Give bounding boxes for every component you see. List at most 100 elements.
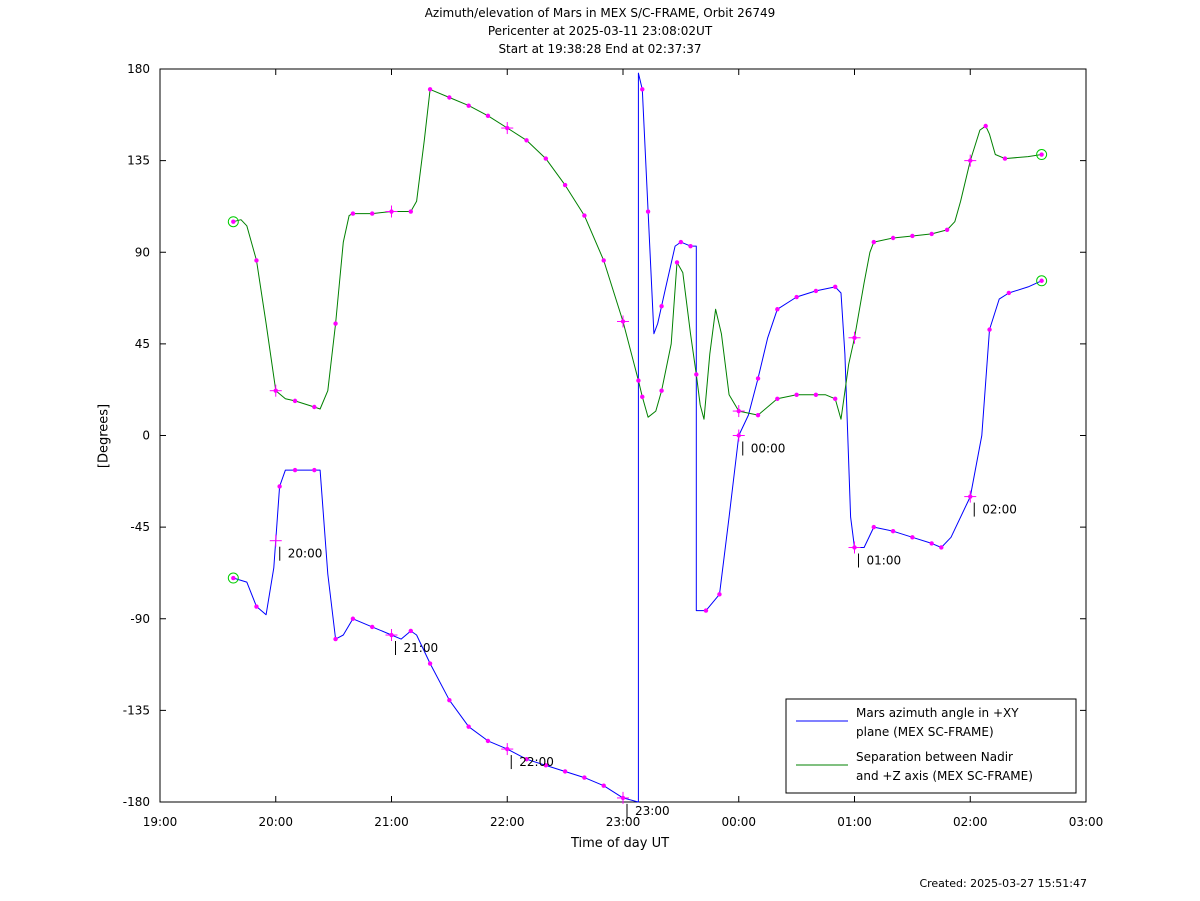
x-tick-label: 03:00 — [1069, 815, 1104, 829]
data-point-marker — [408, 209, 413, 214]
hour-label: 01:00 — [867, 553, 902, 567]
data-point-marker — [370, 624, 375, 630]
data-point-marker — [929, 541, 934, 546]
data-point-marker — [254, 258, 259, 263]
data-point-marker — [755, 412, 761, 418]
data-point-marker — [485, 738, 491, 744]
data-point-marker — [582, 213, 587, 218]
separation-series-line — [233, 88, 1042, 420]
data-point-marker — [408, 628, 413, 634]
endpoint-circle-marker — [227, 572, 239, 584]
data-point-marker — [333, 636, 338, 642]
endpoint-circle-marker — [227, 216, 239, 228]
data-point-marker — [447, 95, 452, 100]
data-point-marker — [645, 209, 651, 214]
data-point-marker — [678, 239, 684, 245]
data-point-marker — [833, 396, 838, 402]
data-point-marker — [1039, 152, 1044, 157]
legend-label-azimuth: plane (MEX SC-FRAME) — [856, 725, 994, 739]
data-point-marker — [640, 394, 645, 400]
data-point-marker — [1039, 278, 1044, 283]
y-tick-label: -180 — [123, 795, 150, 809]
data-point-marker — [755, 376, 761, 381]
x-tick-label: 19:00 — [143, 815, 178, 829]
data-point-marker — [703, 608, 709, 613]
hour-label: 02:00 — [982, 503, 1017, 517]
hour-label: 00:00 — [751, 442, 786, 456]
chart-subtitle-start-end: Start at 19:38:28 End at 02:37:37 — [498, 42, 702, 56]
data-point-marker — [562, 769, 568, 774]
hour-label: 23:00 — [635, 804, 670, 818]
x-tick-label: 00:00 — [721, 815, 756, 829]
y-tick-label: 180 — [127, 62, 150, 76]
data-point-marker — [333, 321, 338, 326]
data-point-marker — [312, 404, 317, 410]
data-point-marker — [254, 604, 259, 609]
data-point-marker — [231, 219, 236, 224]
data-point-marker — [292, 467, 298, 473]
data-point-marker — [833, 284, 838, 290]
data-point-marker — [694, 372, 699, 377]
data-point-marker — [813, 288, 819, 294]
x-axis-label: Time of day UT — [570, 836, 670, 851]
data-point-marker — [312, 467, 317, 473]
data-point-marker — [659, 388, 664, 393]
y-tick-label: -45 — [130, 520, 150, 534]
data-point-marker — [640, 87, 645, 92]
legend-label-separation: Separation between Nadir — [856, 750, 1013, 764]
hour-label: 21:00 — [404, 641, 439, 655]
data-point-marker — [1002, 156, 1008, 161]
data-point-marker — [524, 138, 529, 143]
data-point-marker — [871, 524, 876, 530]
data-point-marker — [370, 211, 375, 216]
data-point-marker — [601, 783, 606, 788]
data-point-marker — [427, 661, 433, 666]
y-tick-label: -135 — [123, 703, 150, 717]
plot-frame — [159, 68, 1087, 803]
y-tick-label: -90 — [130, 612, 150, 626]
x-tick-label: 22:00 — [490, 815, 525, 829]
x-tick-label: 02:00 — [953, 815, 988, 829]
data-point-marker — [871, 239, 876, 245]
data-point-marker — [910, 535, 915, 540]
y-tick-label: 90 — [135, 245, 150, 259]
chart-subtitle-pericenter: Pericenter at 2025-03-11 23:08:02UT — [487, 24, 713, 38]
data-point-marker — [562, 182, 568, 188]
data-point-marker — [775, 307, 780, 312]
y-tick-label: 0 — [142, 429, 150, 443]
data-point-marker — [601, 258, 606, 263]
data-point-marker — [688, 243, 693, 249]
legend-label-azimuth: Mars azimuth angle in +XY — [856, 706, 1019, 720]
data-point-marker — [794, 392, 799, 397]
data-point-marker — [1006, 290, 1012, 296]
data-point-marker — [543, 763, 549, 768]
data-point-marker — [231, 575, 236, 581]
data-point-marker — [466, 103, 471, 108]
data-point-marker — [890, 235, 896, 241]
hour-label: 22:00 — [519, 755, 554, 769]
chart-title: Azimuth/elevation of Mars in MEX S/C-FRA… — [424, 6, 776, 20]
endpoint-circle-marker — [1036, 149, 1048, 161]
y-axis-label: [Degrees] — [96, 403, 112, 469]
data-point-marker — [447, 697, 452, 703]
created-timestamp: Created: 2025-03-27 15:51:47 — [919, 877, 1087, 890]
data-point-marker — [350, 616, 356, 621]
data-point-marker — [813, 392, 819, 397]
data-point-marker — [636, 378, 641, 383]
data-point-marker — [582, 775, 587, 780]
data-point-marker — [485, 113, 491, 119]
data-point-marker — [775, 396, 780, 402]
data-point-marker — [466, 724, 471, 729]
data-point-marker — [350, 211, 356, 216]
data-point-marker — [910, 233, 915, 239]
data-point-marker — [543, 156, 549, 161]
data-point-marker — [277, 484, 282, 489]
data-point-marker — [794, 294, 799, 300]
x-tick-label: 20:00 — [258, 815, 293, 829]
azimuth-series-line — [233, 72, 1042, 803]
data-point-marker — [944, 227, 950, 233]
data-point-marker — [890, 528, 896, 534]
y-tick-label: 45 — [135, 337, 150, 351]
data-point-marker — [674, 260, 680, 265]
